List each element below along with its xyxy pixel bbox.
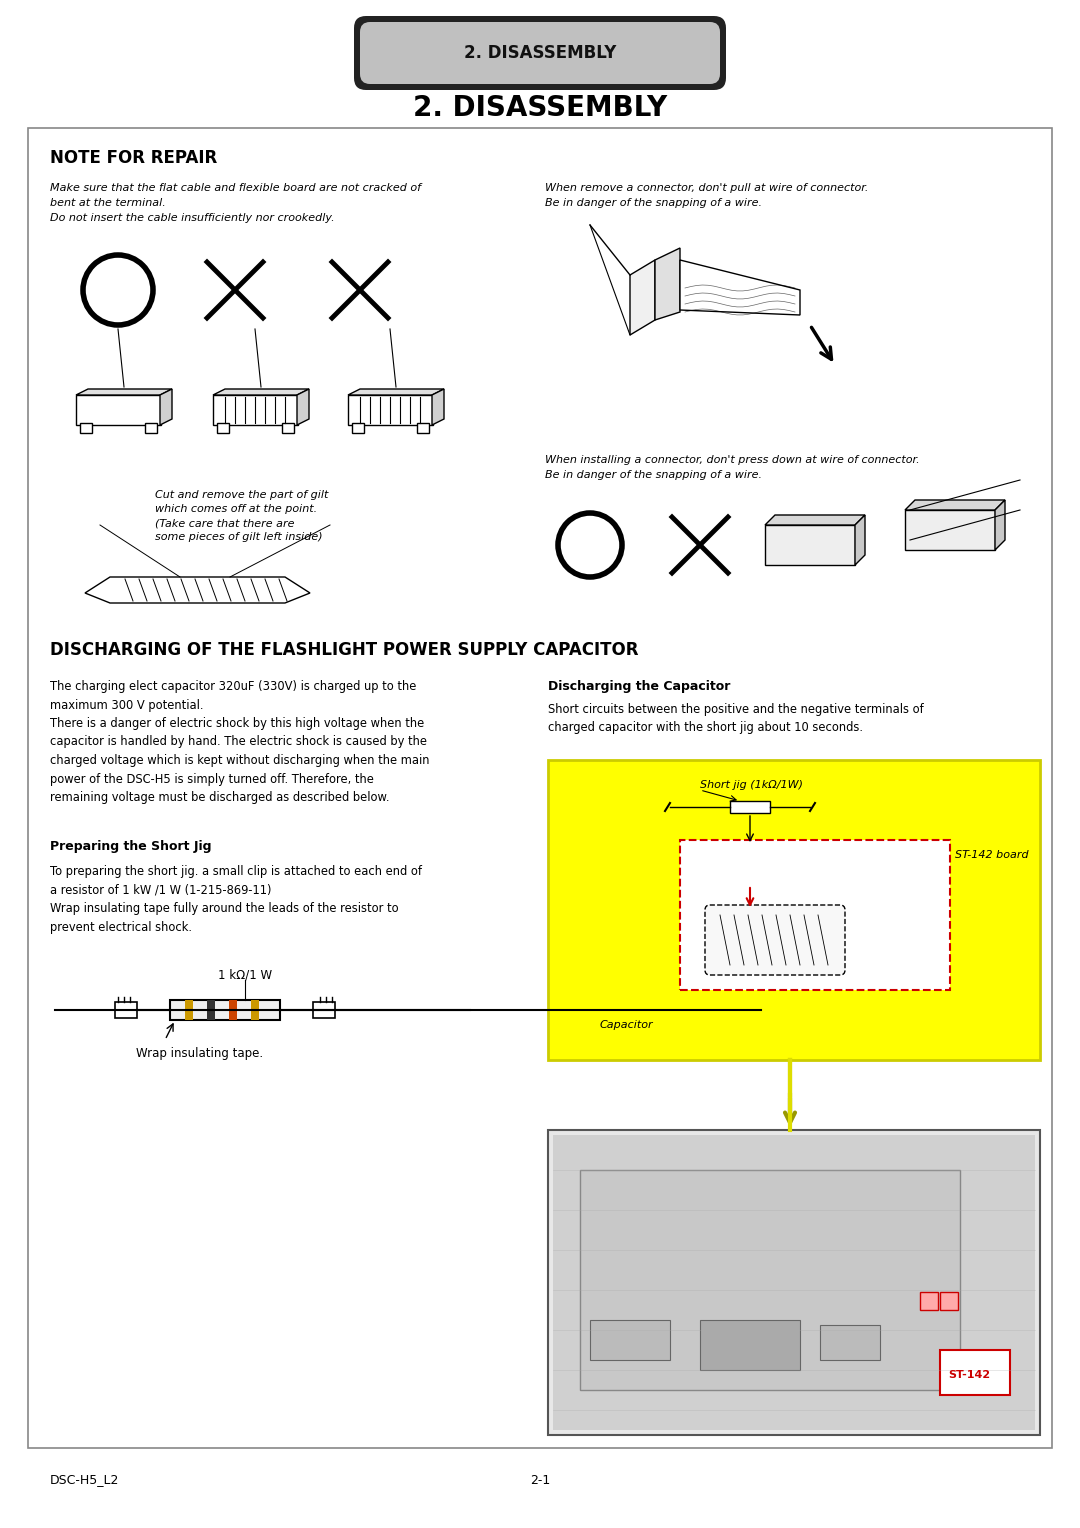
Bar: [940, 1351, 1010, 1395]
Polygon shape: [680, 260, 800, 315]
Bar: [730, 801, 770, 813]
Polygon shape: [348, 390, 444, 396]
Polygon shape: [654, 248, 680, 319]
Bar: [548, 759, 1040, 1060]
Polygon shape: [765, 515, 865, 526]
Bar: [590, 1320, 670, 1360]
Text: 2-1: 2-1: [530, 1473, 550, 1487]
Polygon shape: [160, 390, 172, 425]
Bar: [207, 999, 215, 1021]
Bar: [548, 1131, 1040, 1435]
Bar: [905, 510, 995, 550]
Polygon shape: [905, 500, 1005, 510]
Text: 1 kΩ/1 W: 1 kΩ/1 W: [218, 969, 272, 981]
Text: When installing a connector, don't press down at wire of connector.
Be in danger: When installing a connector, don't press…: [545, 455, 920, 480]
Polygon shape: [85, 578, 310, 604]
Bar: [765, 526, 855, 565]
Bar: [352, 423, 364, 432]
Text: Wrap insulating tape.: Wrap insulating tape.: [136, 1047, 264, 1059]
Bar: [313, 1002, 335, 1018]
Bar: [417, 423, 429, 432]
Text: Make sure that the flat cable and flexible board are not cracked of
bent at the : Make sure that the flat cable and flexib…: [50, 183, 421, 223]
Text: Preparing the Short Jig: Preparing the Short Jig: [50, 840, 212, 853]
Bar: [28, 128, 1052, 1449]
Text: Capacitor: Capacitor: [600, 1021, 653, 1030]
Text: To preparing the short jig. a small clip is attached to each end of
a resistor o: To preparing the short jig. a small clip…: [50, 865, 422, 934]
Bar: [114, 1002, 137, 1018]
Text: When remove a connector, don't pull at wire of connector.
Be in danger of the sn: When remove a connector, don't pull at w…: [545, 183, 868, 208]
Bar: [80, 423, 92, 432]
Bar: [680, 840, 950, 990]
Bar: [251, 999, 259, 1021]
Text: Short jig (1kΩ/1W): Short jig (1kΩ/1W): [700, 779, 804, 790]
Bar: [580, 1170, 960, 1390]
Bar: [185, 999, 193, 1021]
Bar: [553, 1135, 1035, 1430]
Polygon shape: [630, 260, 654, 335]
Bar: [700, 1320, 800, 1371]
Bar: [282, 423, 294, 432]
Bar: [76, 396, 161, 425]
Bar: [170, 999, 280, 1021]
Bar: [940, 1293, 958, 1309]
Bar: [348, 396, 433, 425]
Bar: [229, 999, 237, 1021]
Polygon shape: [297, 390, 309, 425]
Text: ST-142: ST-142: [948, 1371, 990, 1380]
Text: The charging elect capacitor 320uF (330V) is charged up to the
maximum 300 V pot: The charging elect capacitor 320uF (330V…: [50, 680, 430, 804]
Bar: [820, 1325, 880, 1360]
Text: Discharging the Capacitor: Discharging the Capacitor: [548, 680, 730, 694]
Text: ST-142 board: ST-142 board: [955, 850, 1028, 860]
Text: Short circuits between the positive and the negative terminals of
charged capaci: Short circuits between the positive and …: [548, 703, 923, 735]
Text: DISCHARGING OF THE FLASHLIGHT POWER SUPPLY CAPACITOR: DISCHARGING OF THE FLASHLIGHT POWER SUPP…: [50, 642, 638, 659]
Polygon shape: [995, 500, 1005, 550]
FancyBboxPatch shape: [705, 905, 845, 975]
Bar: [217, 423, 229, 432]
FancyBboxPatch shape: [354, 15, 726, 90]
Bar: [145, 423, 157, 432]
Text: 2. DISASSEMBLY: 2. DISASSEMBLY: [413, 95, 667, 122]
Polygon shape: [213, 390, 309, 396]
Text: Cut and remove the part of gilt
which comes off at the point.
(Take care that th: Cut and remove the part of gilt which co…: [156, 490, 328, 542]
Text: NOTE FOR REPAIR: NOTE FOR REPAIR: [50, 150, 217, 167]
Text: DSC-H5_L2: DSC-H5_L2: [50, 1473, 120, 1487]
FancyBboxPatch shape: [360, 21, 720, 84]
Polygon shape: [855, 515, 865, 565]
Text: 2. DISASSEMBLY: 2. DISASSEMBLY: [463, 44, 617, 63]
Polygon shape: [76, 390, 172, 396]
Bar: [920, 1293, 939, 1309]
Bar: [213, 396, 298, 425]
Polygon shape: [432, 390, 444, 425]
